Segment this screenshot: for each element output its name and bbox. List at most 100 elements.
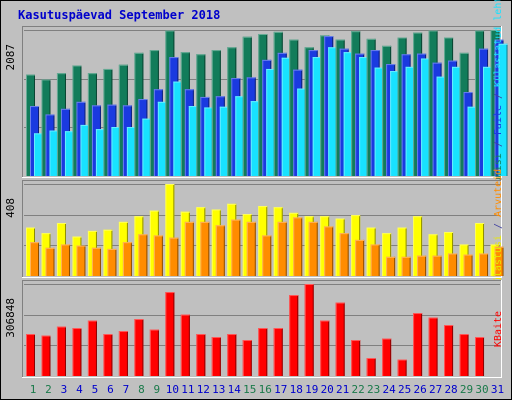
bar-body <box>475 337 485 376</box>
bar-middle-arvuteid <box>30 242 39 276</box>
day-label: 20 <box>321 383 334 396</box>
bar-bottom-kbaite <box>242 340 252 376</box>
bar-middle-arvuteid <box>432 255 442 276</box>
panel-bottom: 306848 KBaite <box>4 280 504 378</box>
bar-body <box>219 106 229 176</box>
bar-body <box>343 52 353 176</box>
bar-bottom-kbaite <box>211 337 221 376</box>
bar-middle-arvuteid <box>91 247 101 276</box>
chart-title: Kasutuspäevad September 2018 <box>18 8 220 22</box>
bar-body <box>64 131 74 176</box>
bar-body <box>390 71 400 176</box>
bar-body <box>45 247 55 276</box>
bar-bottom-kbaite <box>351 340 361 376</box>
bar-body <box>169 237 179 276</box>
bar-middle-arvuteid <box>324 226 334 276</box>
bar-body <box>211 337 221 376</box>
bar-body <box>87 320 97 376</box>
bar-body <box>138 234 148 276</box>
day-label: 16 <box>259 383 272 396</box>
bar-body <box>397 359 407 376</box>
bar-middle-arvuteid <box>231 219 241 276</box>
bar-body <box>428 317 438 376</box>
bar-middle-arvuteid <box>293 217 303 276</box>
bar-middle-arvuteid <box>308 221 318 276</box>
day-label: 30 <box>475 383 488 396</box>
bar-body <box>95 129 105 176</box>
bar-body <box>494 246 504 276</box>
bar-body <box>262 235 272 276</box>
bar-body <box>452 66 462 176</box>
day-label: 2 <box>45 383 52 396</box>
bar-body <box>413 216 423 276</box>
bar-body <box>498 43 508 176</box>
bar-body <box>188 106 198 176</box>
bar-body <box>483 66 493 176</box>
bar-middle-arvuteid <box>169 237 179 276</box>
bar-bottom-kbaite <box>289 295 299 376</box>
bar-body <box>297 88 307 176</box>
bar-middle-arvuteid <box>355 239 365 276</box>
bar-body <box>386 256 396 276</box>
bar-body <box>215 225 225 276</box>
series-label-part: Faile <box>493 105 504 135</box>
bar-body <box>227 334 237 376</box>
bar-body <box>448 253 458 276</box>
bar-body <box>111 127 121 176</box>
bar-middle-arvuteid <box>262 235 272 276</box>
series-label-part: Külastusi <box>493 235 504 289</box>
bar-bottom-kbaite <box>134 319 144 376</box>
bar-body <box>405 66 415 176</box>
series-label-part: / <box>493 87 504 105</box>
axis-max-label: 306848 <box>4 298 17 338</box>
bar-body <box>165 292 175 376</box>
bar-body <box>60 244 70 276</box>
bar-body <box>467 106 477 176</box>
bar-middle-arvuteid <box>45 247 55 276</box>
bar-middle-arvuteid <box>122 242 132 276</box>
bar-body <box>26 334 35 376</box>
bar-bottom-kbaite <box>196 334 206 376</box>
bar-bottom-kbaite <box>41 335 51 376</box>
bar-body <box>165 184 175 276</box>
day-label: 21 <box>336 383 349 396</box>
axis-max-label: 2087 <box>4 44 17 71</box>
day-label: 13 <box>212 383 225 396</box>
bar-body <box>204 107 214 176</box>
bar-body <box>335 302 345 376</box>
bar-bottom-kbaite <box>459 334 469 376</box>
bar-body <box>242 340 252 376</box>
bar-body <box>355 239 365 276</box>
bar-middle-arvuteid <box>138 234 148 276</box>
bar-bottom-kbaite <box>335 302 345 376</box>
series-label-bottom: KBaite <box>493 311 504 347</box>
bar-bottom-kbaite <box>149 329 159 376</box>
bar-body <box>366 358 376 376</box>
bar-bottom-kbaite <box>413 313 423 376</box>
bar-body <box>149 329 159 376</box>
bar-bottom-kbaite <box>227 334 237 376</box>
bar-bottom-kbaite <box>56 326 66 376</box>
bar-body <box>30 242 39 276</box>
bar-body <box>421 58 431 176</box>
bar-bottom-kbaite <box>180 314 190 376</box>
bar-body <box>173 81 183 176</box>
bar-body <box>293 217 303 276</box>
bar-body <box>339 233 349 276</box>
bar-body <box>72 328 82 376</box>
day-label: 28 <box>444 383 457 396</box>
bar-body <box>463 254 473 276</box>
bar-body <box>231 219 241 276</box>
bar-middle-arvuteid <box>60 244 70 276</box>
bar-top-külastatud-lehti <box>498 43 508 176</box>
bar-middle-arvuteid <box>339 233 349 276</box>
bar-middle-arvuteid <box>215 225 225 276</box>
bar-body <box>324 226 334 276</box>
bar-body <box>382 233 392 276</box>
bar-body <box>328 47 338 177</box>
bar-middle-arvuteid <box>494 246 504 276</box>
bar-middle-arvuteid <box>153 235 163 276</box>
day-label: 27 <box>429 383 442 396</box>
bar-body <box>428 234 438 276</box>
